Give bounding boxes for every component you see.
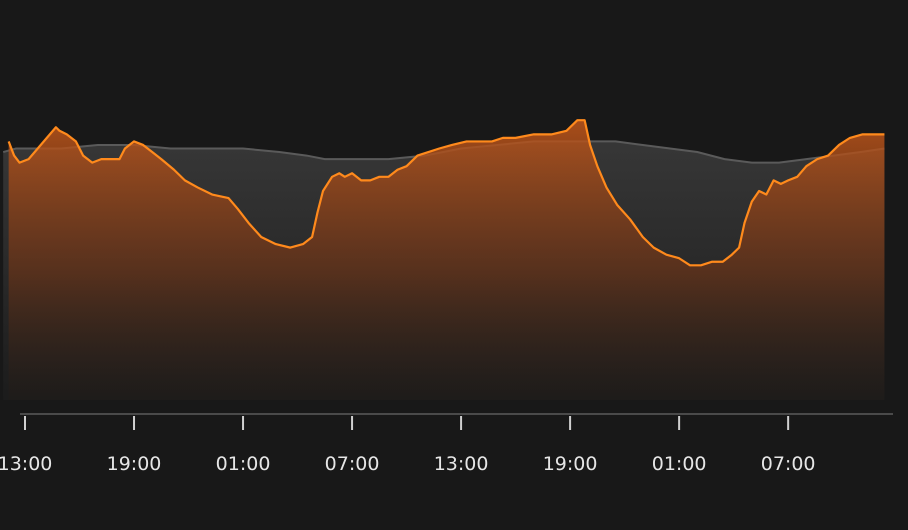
- x-tick-label: 19:00: [543, 453, 598, 475]
- x-tick-label: 07:00: [761, 453, 816, 475]
- x-tick-label: 13:00: [434, 453, 489, 475]
- temperature-line: [7, 119, 885, 267]
- x-tick-label: 07:00: [325, 453, 380, 475]
- plot-area: [2, 119, 885, 401]
- x-tick-label: 01:00: [652, 453, 707, 475]
- x-tick-label: 13:00: [0, 453, 52, 475]
- x-tick-label: 01:00: [216, 453, 271, 475]
- x-tick-label: 19:00: [107, 453, 162, 475]
- temperature-area: [8, 120, 885, 401]
- x-axis-ticks: 13:00 19:00 01:00 07:00 13:00 19:00 01:00 07:00: [0, 416, 816, 475]
